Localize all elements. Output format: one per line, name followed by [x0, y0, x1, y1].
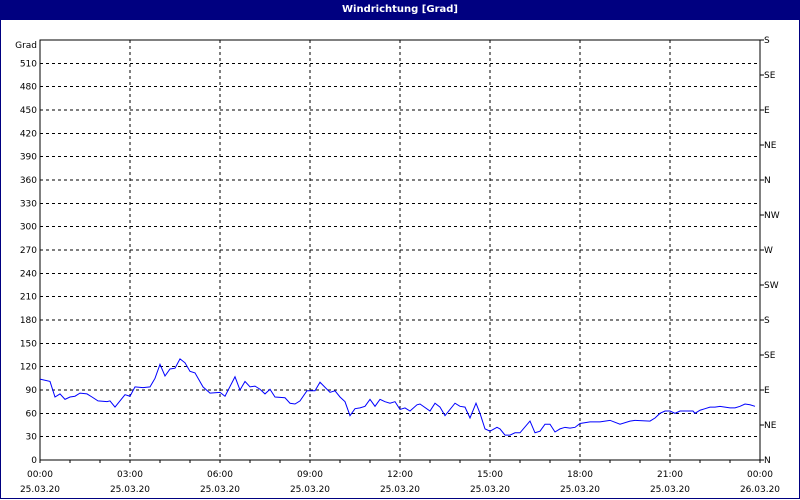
y2-tick-label: N — [764, 176, 771, 186]
plot-frame — [39, 39, 761, 461]
x-tick-time: 12:00 — [387, 470, 413, 480]
y-tick-label: 360 — [20, 176, 37, 186]
x-tick-date: 25.03.20 — [200, 485, 240, 495]
y-tick-labels: 0 30 60 90 120 150 180 210 240 270 300 330 360 390 420… — [20, 59, 37, 466]
y2-tick-label: N — [764, 456, 771, 466]
y2-tick-label: SE — [764, 351, 776, 361]
y-tick-label: 0 — [31, 456, 37, 466]
y-tick-label: 210 — [20, 293, 37, 303]
y-tick-label: 330 — [20, 199, 37, 209]
x-tick-time: 15:00 — [477, 470, 503, 480]
y2-tick-label: S — [764, 316, 770, 326]
x-tick-date: 25.03.20 — [290, 485, 330, 495]
y2-tick-label: SW — [764, 281, 779, 291]
y-tick-label: 450 — [20, 106, 37, 116]
x-tick-time: 09:00 — [297, 470, 323, 480]
y-tick-label: 480 — [20, 83, 37, 93]
x-tick-time: 00:00 — [27, 470, 53, 480]
y-tick-label: 420 — [20, 129, 37, 139]
x-tick-time: 03:00 — [117, 470, 143, 480]
y2-tick-label: S — [764, 36, 770, 46]
y-tick-label: 300 — [20, 223, 37, 233]
y2-tick-label: NE — [764, 141, 777, 151]
y2-tick-label: NW — [764, 211, 780, 221]
x-tick-time: 21:00 — [657, 470, 683, 480]
y-tick-label: 270 — [20, 246, 37, 256]
y-tick-label: 30 — [26, 433, 38, 443]
x-tick-date: 25.03.20 — [650, 485, 690, 495]
y2-tick-label: E — [764, 386, 770, 396]
y-tick-label: 390 — [20, 153, 37, 163]
y-tick-label: 180 — [20, 316, 37, 326]
y-tick-label: 60 — [26, 409, 38, 419]
x-tick-date: 25.03.20 — [380, 485, 420, 495]
series — [39, 358, 756, 436]
x-tick-time: 06:00 — [207, 470, 233, 480]
y-tick-label: 240 — [20, 269, 37, 279]
x-tick-date: 25.03.20 — [560, 485, 600, 495]
axes — [39, 39, 764, 463]
x-tick-time: 00:00 — [747, 470, 773, 480]
x-tick-date: 25.03.20 — [470, 485, 510, 495]
x-tick-date: 26.03.20 — [740, 485, 780, 495]
y-axis-label: Grad — [15, 41, 37, 51]
x-tick-labels: 00:00 25.03.20 03:00 25.03.20 06:00 25.03.20 0… — [20, 470, 780, 495]
x-tick-date: 25.03.20 — [110, 485, 150, 495]
series-line — [39, 358, 756, 436]
y-tick-label: 150 — [20, 339, 37, 349]
y2-tick-label: SE — [764, 71, 776, 81]
y-tick-label: 510 — [20, 59, 37, 69]
window-title: Windrichtung [Grad] — [0, 0, 800, 20]
x-tick-date: 25.03.20 — [20, 485, 60, 495]
y2-tick-label: E — [764, 106, 770, 116]
y2-tick-label: W — [764, 246, 773, 256]
grid — [40, 40, 760, 460]
y-tick-label: 90 — [26, 386, 38, 396]
y2-tick-labels: N NE E SE S SW W NW N NE E SE S — [764, 36, 780, 466]
x-tick-time: 18:00 — [567, 470, 593, 480]
y-tick-label: 120 — [20, 363, 37, 373]
y2-tick-label: NE — [764, 421, 777, 431]
